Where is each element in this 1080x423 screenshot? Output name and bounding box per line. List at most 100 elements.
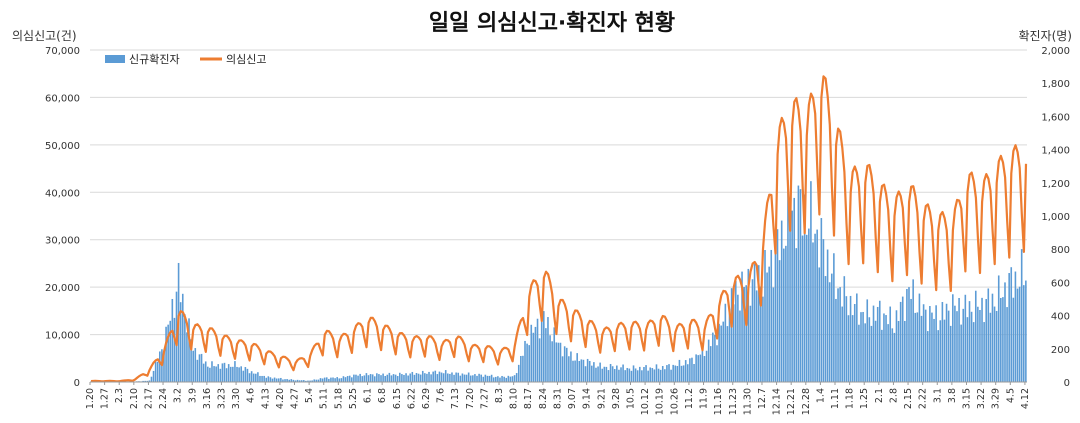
bar	[495, 376, 497, 382]
bar	[757, 265, 760, 382]
bar	[307, 380, 309, 382]
bar	[219, 368, 222, 382]
bar	[338, 378, 341, 382]
bar	[311, 380, 313, 382]
bar	[277, 378, 280, 382]
bar	[922, 304, 925, 382]
bar	[165, 326, 167, 382]
bar	[346, 376, 349, 382]
x-tick-label: 4.6	[246, 388, 257, 403]
bar	[743, 286, 745, 382]
bar	[388, 372, 391, 382]
x-tick-label: 3.29	[991, 388, 1002, 409]
bar	[540, 318, 543, 382]
bar	[841, 306, 844, 382]
bar	[937, 330, 940, 382]
bar	[945, 303, 948, 382]
bar	[755, 290, 758, 382]
bar	[636, 370, 639, 382]
x-tick-label: 4.12	[1020, 388, 1031, 409]
bar	[469, 375, 472, 382]
y-right-tick-label: 0	[1064, 378, 1070, 389]
bar	[532, 332, 535, 382]
bar	[568, 356, 570, 382]
x-tick-label: 9.21	[596, 388, 607, 409]
bar	[363, 375, 366, 382]
x-tick-label: 3.23	[216, 388, 227, 409]
bar	[693, 363, 695, 382]
bar	[330, 377, 332, 382]
bar	[169, 320, 172, 382]
bar	[152, 370, 155, 382]
y-left-tick-label: 40,000	[45, 188, 80, 199]
gridlines	[90, 49, 1027, 383]
bar	[255, 373, 257, 382]
bar	[432, 371, 434, 382]
bar	[522, 355, 524, 382]
bar	[357, 375, 359, 382]
legend-swatch-bar	[105, 55, 125, 63]
x-tick-label: 11.23	[728, 388, 739, 415]
bar	[830, 273, 833, 382]
bar	[701, 345, 704, 382]
x-tick-label: 10.19	[655, 388, 666, 415]
bar	[209, 367, 211, 382]
x-tick-label: 6.29	[421, 388, 432, 409]
bar	[480, 374, 482, 382]
y-left-tick-label: 60,000	[45, 93, 80, 104]
bar	[503, 376, 505, 382]
x-tick-label: 2.17	[143, 388, 154, 409]
x-tick-label: 6.8	[377, 388, 388, 403]
bar	[1025, 280, 1027, 382]
bar	[664, 369, 666, 382]
bar	[1004, 282, 1006, 382]
bar	[630, 370, 633, 382]
bar	[359, 373, 361, 382]
bar	[607, 370, 610, 382]
bar	[499, 377, 501, 382]
bar	[319, 378, 322, 382]
bar	[849, 295, 852, 382]
bar	[465, 374, 468, 382]
bar	[703, 356, 706, 382]
bar	[901, 296, 904, 382]
y-right-tick-label: 200	[1051, 345, 1070, 356]
bar	[661, 366, 664, 382]
bar	[979, 310, 981, 382]
bar	[674, 365, 677, 382]
bar	[380, 375, 382, 382]
y-right-tick-label: 1,200	[1041, 179, 1070, 190]
x-tick-label: 7.27	[479, 388, 490, 409]
bar	[628, 368, 631, 382]
bar	[463, 374, 466, 382]
x-tick-label: 12.28	[801, 388, 812, 415]
bar	[912, 279, 914, 382]
bar	[653, 369, 656, 382]
x-tick-label: 1.27	[100, 388, 111, 409]
bar	[528, 345, 530, 382]
x-tick-label: 5.4	[304, 388, 315, 403]
x-tick-label: 5.25	[348, 388, 359, 409]
bar	[284, 379, 286, 382]
x-tick-label: 11.9	[699, 388, 710, 409]
bar	[954, 305, 956, 382]
bar	[766, 272, 768, 382]
y-right-tick-label: 1,800	[1041, 79, 1070, 90]
bar	[726, 326, 729, 382]
bar	[290, 379, 293, 382]
bar	[789, 223, 791, 382]
bar	[716, 345, 718, 382]
bar	[545, 328, 547, 382]
x-tick-label: 7.6	[436, 388, 447, 403]
x-tick-label: 8.31	[552, 388, 563, 409]
x-tick-label: 1.4	[815, 388, 826, 403]
x-tick-label: 8.3	[494, 388, 505, 403]
x-tick-label: 6.15	[392, 388, 403, 409]
x-tick-label: 8.10	[509, 388, 520, 409]
y-left-axis-title: 의심신고(건)	[12, 29, 77, 43]
bar	[547, 317, 549, 382]
x-tick-label: 2.22	[918, 388, 929, 409]
bar	[455, 372, 457, 382]
bar	[340, 378, 343, 382]
